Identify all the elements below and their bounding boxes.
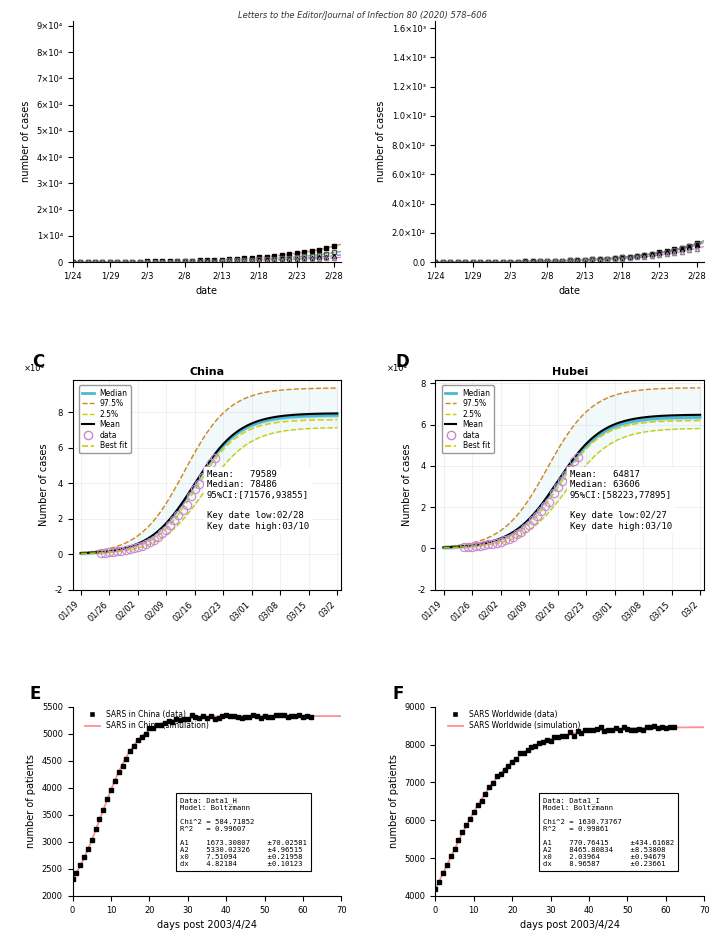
Legend: SARS Worldwide (data), SARS Worldwide (simulation): SARS Worldwide (data), SARS Worldwide (s… xyxy=(444,707,584,734)
Y-axis label: number of patients: number of patients xyxy=(389,754,399,849)
Text: D: D xyxy=(395,354,409,372)
Text: ×10⁴: ×10⁴ xyxy=(387,364,408,373)
X-axis label: days post 2003/4/24: days post 2003/4/24 xyxy=(520,920,620,930)
Text: Mean:   64817
Median: 63606
95%CI:[58223,77895]

Key date low:02/27
Key date hig: Mean: 64817 Median: 63606 95%CI:[58223,7… xyxy=(570,470,672,531)
Y-axis label: Number of cases: Number of cases xyxy=(39,443,49,526)
Y-axis label: number of patients: number of patients xyxy=(26,754,36,849)
Y-axis label: Number of cases: Number of cases xyxy=(402,443,412,526)
Y-axis label: number of cases: number of cases xyxy=(21,101,31,182)
Legend: Median, 97.5%, 2.5%, Mean, data, Best fit: Median, 97.5%, 2.5%, Mean, data, Best fi… xyxy=(442,386,494,454)
Text: Data: Data1_H
Model: Boltzmann

Chi^2 = 584.71852
R^2   = 0.99607

A1    1673.30: Data: Data1_H Model: Boltzmann Chi^2 = 5… xyxy=(180,798,307,868)
X-axis label: days post 2003/4/24: days post 2003/4/24 xyxy=(157,920,257,930)
Title: China: China xyxy=(189,368,224,377)
Text: F: F xyxy=(393,686,404,703)
Legend: SARS in China (data), SARS in China (simulation): SARS in China (data), SARS in China (sim… xyxy=(82,707,212,734)
Text: Letters to the Editor/Journal of Infection 80 (2020) 578–606: Letters to the Editor/Journal of Infecti… xyxy=(239,11,487,21)
Text: C: C xyxy=(32,354,44,372)
Legend: Median, 97.5%, 2.5%, Mean, data, Best fit: Median, 97.5%, 2.5%, Mean, data, Best fi… xyxy=(79,386,131,454)
X-axis label: date: date xyxy=(559,287,581,296)
Text: E: E xyxy=(30,686,41,703)
Y-axis label: number of cases: number of cases xyxy=(376,101,386,182)
Text: ×10⁴: ×10⁴ xyxy=(24,364,45,373)
Text: Data: Data1_I
Model: Boltzmann

Chi^2 = 1630.73767
R^2   = 0.99861

A1    770.76: Data: Data1_I Model: Boltzmann Chi^2 = 1… xyxy=(543,798,674,868)
Title: Hubei: Hubei xyxy=(552,368,588,377)
Text: Mean:   79589
Median: 78486
95%CI:[71576,93855]

Key date low:02/28
Key date hig: Mean: 79589 Median: 78486 95%CI:[71576,9… xyxy=(207,470,309,531)
X-axis label: date: date xyxy=(196,287,218,296)
